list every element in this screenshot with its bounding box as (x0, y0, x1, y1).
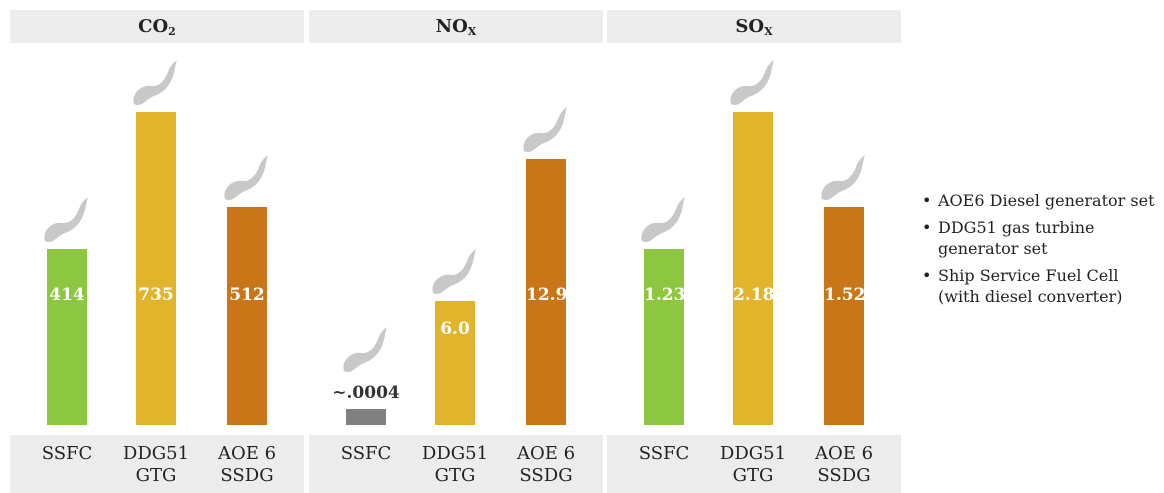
category-label: SSFC (638, 443, 690, 464)
panel-title-subscript: X (764, 25, 773, 38)
category-label: DDG51 GTG (421, 443, 489, 486)
bar-value-label: 1.52 (824, 285, 866, 305)
bar (346, 409, 386, 425)
bar-value-label: 2.18 (733, 285, 775, 305)
panel-title-text: SO (735, 16, 765, 37)
smoke-plume-icon (427, 245, 483, 301)
panel-category-axis: SSFC DDG51 GTG AOE 6 SSDG (607, 435, 901, 493)
bar-value-label: 12.9 (526, 285, 568, 305)
bar-value-label: 512 (229, 285, 265, 305)
panel-title: SOX (607, 10, 901, 43)
panel-category-axis: SSFC DDG51 GTG AOE 6 SSDG (309, 435, 603, 493)
panel-title-subscript: X (467, 25, 477, 38)
category-label: DDG51 GTG (719, 443, 787, 486)
category-label: DDG51 GTG (122, 443, 190, 486)
legend-item-aoe6: • AOE6 Diesel generator set (920, 190, 1164, 211)
bar: 735 (136, 112, 176, 425)
bar-value-label: ~.0004 (332, 383, 400, 403)
smoke-plume-icon (636, 193, 692, 249)
bar: 1.52 (824, 207, 866, 425)
category-label: AOE 6 SSDG (516, 443, 576, 486)
bar-value-label: 414 (49, 285, 85, 305)
legend-item-ddg51: • DDG51 gas turbine generator set (920, 217, 1164, 259)
panel-title-text: NO (435, 16, 468, 37)
category-label: AOE 6 SSDG (217, 443, 277, 486)
panel-title: NOX (309, 10, 603, 43)
chart-panel: CO2 414 735 512 SSFC DDG51 GTG AOE 6 SSDG (10, 10, 304, 493)
category-label: AOE 6 SSDG (814, 443, 874, 486)
bar: 2.18 (733, 112, 775, 425)
legend-item-ssfc: • Ship Service Fuel Cell (with diesel co… (920, 265, 1164, 307)
smoke-plume-icon (816, 151, 872, 207)
bullet-icon: • (922, 218, 932, 237)
legend-item-label: DDG51 gas turbine generator set (938, 218, 1095, 258)
panel-title: CO2 (10, 10, 304, 43)
panel-title-subscript: 2 (168, 25, 176, 38)
bar-value-label: 735 (138, 285, 174, 305)
panel-category-axis: SSFC DDG51 GTG AOE 6 SSDG (10, 435, 304, 493)
smoke-plume-icon (39, 193, 95, 249)
bullet-icon: • (922, 191, 932, 210)
smoke-plume-icon (338, 323, 394, 379)
bar: 6.0 (435, 301, 475, 425)
bar-value-label: 1.23 (644, 285, 686, 305)
bar: 414 (47, 249, 87, 425)
legend: • AOE6 Diesel generator set • DDG51 gas … (920, 190, 1164, 313)
smoke-plume-icon (128, 56, 184, 112)
category-label: SSFC (340, 443, 392, 464)
chart-panel: NOX ~.0004 6.0 12.9 SSFC DDG51 GTG AOE 6 SSDG (309, 10, 603, 493)
bullet-icon: • (922, 266, 932, 285)
category-label: SSFC (41, 443, 93, 464)
bar: 12.9 (526, 159, 568, 425)
bar: 1.23 (644, 249, 686, 425)
smoke-plume-icon (518, 103, 574, 159)
legend-item-label: AOE6 Diesel generator set (938, 191, 1155, 210)
bar-value-label: 6.0 (440, 319, 470, 339)
bar: 512 (227, 207, 267, 425)
smoke-plume-icon (219, 151, 275, 207)
smoke-plume-icon (725, 56, 781, 112)
panel-title-text: CO (138, 16, 169, 37)
chart-panel: SOX 1.23 2.18 1.52 SSFC DDG51 GTG AOE 6 SSDG (607, 10, 901, 493)
legend-item-label: Ship Service Fuel Cell (with diesel conv… (938, 266, 1123, 306)
